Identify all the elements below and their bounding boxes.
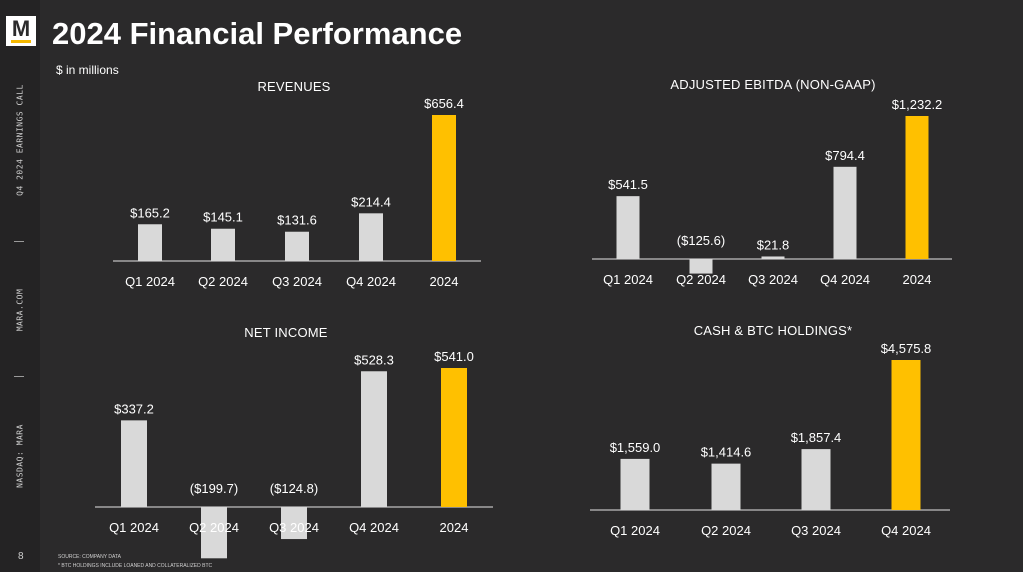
sidebar-divider [14,376,24,377]
net-income-value-label-3: ($124.8) [270,481,318,496]
page-title: 2024 Financial Performance [52,16,463,51]
ebitda-value-label-4: $794.4 [825,148,865,163]
cash-btc-bar-1 [620,458,650,510]
cash-btc-tick-label-4: Q4 2024 [881,523,931,538]
revenues-bar-3 [285,231,309,261]
ebitda-value-label-1: $541.5 [608,177,648,192]
ebitda-bar-5 [905,116,929,259]
net-income-value-label-1: $337.2 [114,401,154,416]
net-income-tick-label-5: 2024 [440,520,469,535]
sidebar-divider [14,241,24,242]
revenues-value-label-1: $165.2 [130,205,170,220]
revenues-value-label-5: $656.4 [424,96,464,111]
cash-btc-value-label-3: $1,857.4 [791,430,842,445]
revenues-bar-2 [211,228,235,261]
cash-btc-value-label-4: $4,575.8 [881,341,932,356]
net-income-value-label-2: ($199.7) [190,481,238,496]
ebitda-bar-2 [689,259,713,274]
revenues-tick-label-2: Q2 2024 [198,274,248,289]
cash-btc-tick-label-1: Q1 2024 [610,523,660,538]
revenues-bar-5 [432,115,456,261]
logo-accent-bar [11,40,31,43]
cash-btc-bar-3 [801,449,831,510]
cash-btc-bar-2 [711,463,741,510]
ebitda-value-label-2: ($125.6) [677,233,725,248]
net-income-value-label-4: $528.3 [354,352,394,367]
ebitda-value-label-3: $21.8 [757,237,790,252]
net-income-bar-5 [441,368,467,507]
revenues-bar-4 [359,213,383,261]
ebitda-bar-1 [616,196,640,259]
net-income-bar-2 [201,507,227,559]
ebitda-tick-label-2: Q2 2024 [676,272,726,287]
cash-btc-bar-4 [891,360,921,510]
cash-btc-value-label-1: $1,559.0 [610,440,661,455]
page-number: 8 [18,551,24,562]
revenues-tick-label-3: Q3 2024 [272,274,322,289]
ebitda-tick-label-4: Q4 2024 [820,272,870,287]
revenues-tick-label-4: Q4 2024 [346,274,396,289]
revenues-value-label-4: $214.4 [351,194,391,209]
logo-letter: M [11,16,31,41]
cash-btc-tick-label-3: Q3 2024 [791,523,841,538]
net-income-tick-label-3: Q3 2024 [269,520,319,535]
ebitda-bar-4 [833,166,857,259]
net-income-value-label-5: $541.0 [434,349,474,364]
footnote-btc: * BTC HOLDINGS INCLUDE LOANED AND COLLAT… [58,563,213,569]
sidebar: M Q4 2024 EARNINGS CALL MARA.COM NASDAQ:… [0,0,40,572]
mara-logo: M [6,16,36,46]
units-note: $ in millions [56,63,119,77]
revenues-bar-1 [138,224,162,261]
net-income-tick-label-1: Q1 2024 [109,520,159,535]
ebitda-bar-3 [761,256,785,259]
revenues-value-label-3: $131.6 [277,213,317,228]
net-income-tick-label-4: Q4 2024 [349,520,399,535]
ebitda-tick-label-5: 2024 [903,272,932,287]
revenues-chart-title: REVENUES [257,79,331,94]
net-income-tick-label-2: Q2 2024 [189,520,239,535]
revenues-tick-label-5: 2024 [430,274,459,289]
cash-btc-tick-label-2: Q2 2024 [701,523,751,538]
ebitda-chart-title: ADJUSTED EBITDA (NON-GAAP) [670,77,876,92]
net-income-bar-1 [121,420,147,507]
ebitda-tick-label-3: Q3 2024 [748,272,798,287]
footnote-source: SOURCE: COMPANY DATA [58,554,121,560]
net-income-bar-4 [361,371,387,507]
revenues-tick-label-1: Q1 2024 [125,274,175,289]
ebitda-value-label-5: $1,232.2 [892,97,943,112]
net-income-bar-3 [281,507,307,540]
ebitda-tick-label-1: Q1 2024 [603,272,653,287]
net-income-chart-title: NET INCOME [244,325,328,340]
cash-btc-chart-title: CASH & BTC HOLDINGS* [693,323,853,338]
revenues-value-label-2: $145.1 [203,210,243,225]
cash-btc-value-label-2: $1,414.6 [701,445,752,460]
